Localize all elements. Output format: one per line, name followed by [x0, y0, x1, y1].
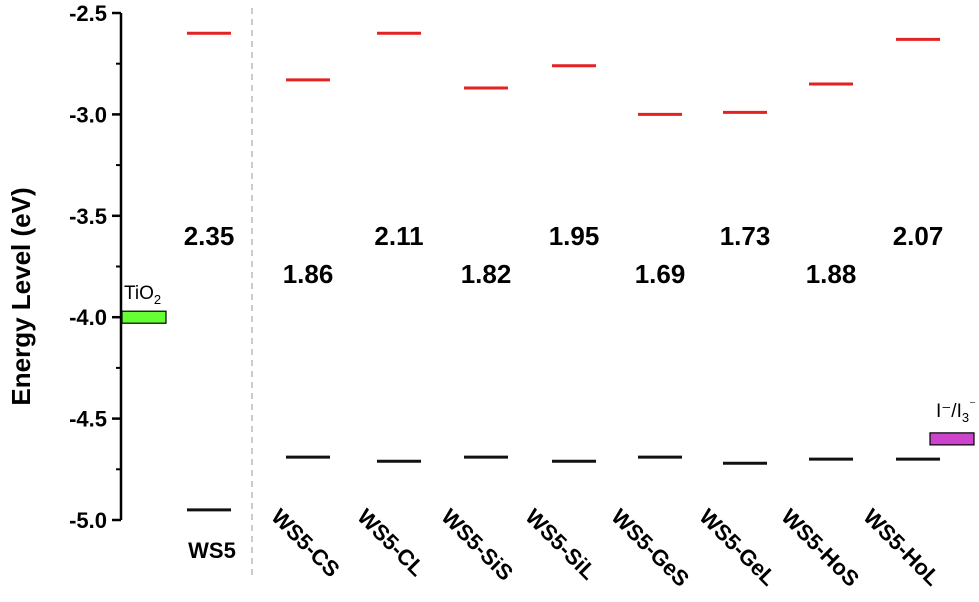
- tio2-level-bar: [121, 310, 167, 324]
- y-tick-label: -4.0: [69, 305, 107, 330]
- category-label: WS5-HoS: [776, 504, 864, 592]
- band-gap-label: 2.35: [184, 221, 235, 251]
- y-tick-label: -5.0: [69, 508, 107, 533]
- band-gap-label: 1.95: [549, 221, 600, 251]
- band-gap-label: 1.73: [720, 221, 771, 251]
- category-label: WS5-HoL: [858, 504, 945, 591]
- band-gap-label: 1.86: [283, 259, 334, 289]
- y-axis-label: Energy Level (eV): [6, 187, 36, 405]
- y-tick-label: -4.5: [69, 407, 107, 432]
- iodide-level-bar: [929, 432, 975, 446]
- band-gap-label: 1.88: [806, 259, 857, 289]
- category-label: WS5: [188, 538, 236, 563]
- y-tick-label: -3.0: [69, 102, 107, 127]
- category-label: WS5-SiL: [520, 504, 601, 585]
- category-label: WS5-CS: [266, 504, 344, 582]
- band-gap-label: 1.82: [461, 259, 512, 289]
- category-label: WS5-CL: [352, 504, 429, 581]
- y-tick-label: -3.5: [69, 204, 107, 229]
- band-gap-labels: 2.35 1.86 2.11 1.82 1.95 1.69 1.73 1.88 2.07: [184, 221, 944, 289]
- y-tick-label: -2.5: [69, 1, 107, 26]
- tio2-label: TiO2: [124, 283, 161, 307]
- reference-levels: TiO2 I⁻/I3⁻: [121, 283, 976, 446]
- category-labels: WS5 WS5-CS WS5-CL WS5-SiS WS5-SiL WS5-GeS WS5-…: [188, 504, 945, 592]
- band-gap-label: 1.69: [635, 259, 686, 289]
- band-gap-label: 2.11: [374, 221, 423, 251]
- band-gap-label: 2.07: [893, 221, 944, 251]
- iodide-label: I⁻/I3⁻: [936, 397, 976, 425]
- category-label: WS5-SiS: [436, 504, 518, 586]
- energy-levels: [187, 31, 940, 512]
- category-label: WS5-GeS: [606, 504, 694, 592]
- y-ticks: -2.5 -3.0 -3.5 -4.0 -4.5 -5.0: [69, 1, 121, 533]
- category-label: WS5-GeL: [694, 504, 781, 591]
